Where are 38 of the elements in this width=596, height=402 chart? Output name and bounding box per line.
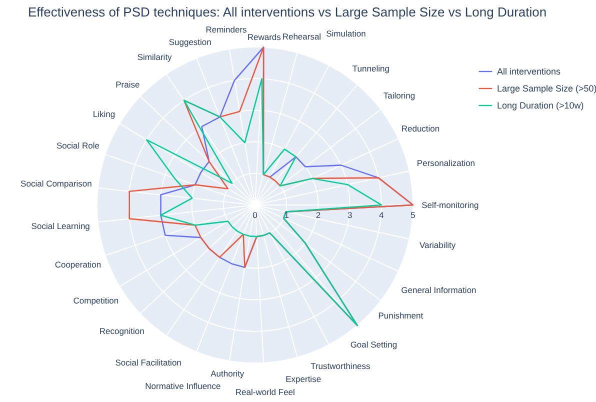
spoke-label: Goal Setting bbox=[350, 340, 398, 350]
y-tick-label: 4 bbox=[379, 210, 384, 220]
legend-label: Large Sample Size (>50) bbox=[497, 84, 596, 94]
spoke-label: Social Comparison bbox=[20, 178, 92, 188]
spoke-label: Social Role bbox=[56, 140, 100, 150]
spoke-label: Reminders bbox=[206, 24, 247, 35]
spoke-label: Trustworthiness bbox=[310, 361, 370, 372]
spoke-label: Suggestion bbox=[168, 37, 212, 48]
y-tick-label: 2 bbox=[316, 210, 321, 220]
spoke-label: Recognition bbox=[99, 326, 145, 336]
spoke-label: Real-world Feel bbox=[235, 387, 296, 398]
spoke-label: Authority bbox=[210, 368, 245, 378]
y-tick-label: 3 bbox=[347, 210, 352, 220]
spoke-label: Tailoring bbox=[383, 90, 416, 100]
legend-label: All interventions bbox=[497, 66, 562, 76]
spoke-label: Variability bbox=[419, 240, 456, 250]
spoke-label: Reduction bbox=[401, 123, 440, 134]
y-tick-label: 5 bbox=[410, 210, 416, 220]
spoke-label: Social Facilitation bbox=[115, 357, 182, 368]
spoke-label: Social Learning bbox=[31, 221, 90, 232]
spoke-label: Tunneling bbox=[352, 64, 390, 74]
y-tick-label: 0 bbox=[252, 210, 258, 220]
spoke-label: Rehearsal bbox=[282, 32, 322, 42]
chart-title: Effectiveness of PSD techniques: All interventions vs Large Sample Size vs Long Duration bbox=[28, 4, 547, 20]
spoke-label: Cooperation bbox=[54, 260, 102, 270]
spoke-label: Simulation bbox=[326, 28, 366, 38]
spoke-label: General Information bbox=[401, 284, 477, 295]
spoke-label: Praise bbox=[116, 79, 140, 90]
legend-label: Long Duration (>10w) bbox=[497, 100, 584, 110]
spoke-label: Personalization bbox=[416, 158, 476, 168]
spoke-label: Punishment bbox=[378, 310, 424, 321]
spoke-label: Expertise bbox=[286, 374, 322, 384]
spoke-label: Rewards bbox=[247, 32, 281, 42]
spoke-label: Competition bbox=[73, 296, 119, 306]
spoke-label: Normative Influence bbox=[145, 380, 222, 391]
spoke-label: Self-monitoring bbox=[422, 200, 479, 210]
spoke-label: Similarity bbox=[137, 52, 173, 62]
spoke-label: Liking bbox=[92, 109, 116, 120]
